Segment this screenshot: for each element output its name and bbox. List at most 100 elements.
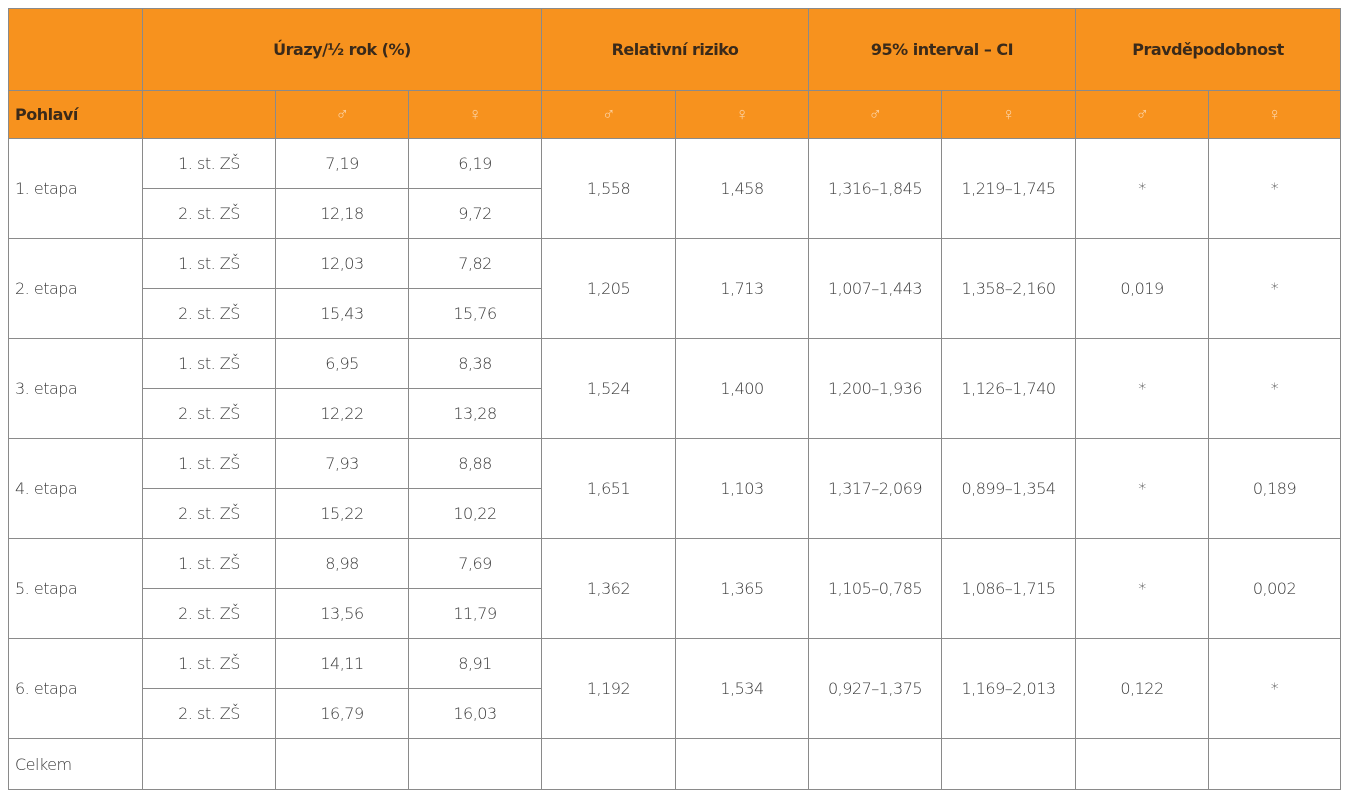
school-level: 2. st. ZŠ (142, 688, 276, 739)
confidence-interval: 1,219–1,745 (941, 138, 1076, 239)
school-level: 2. st. ZŠ (142, 188, 276, 239)
empty-cell (1207, 738, 1342, 790)
injury-rate: 8,88 (408, 438, 542, 489)
stage-label: 5. etapa (8, 538, 143, 639)
confidence-interval: 1,007–1,443 (808, 238, 942, 339)
injury-rate: 14,11 (275, 638, 409, 689)
probability: * (1207, 638, 1342, 739)
relative-risk: 1,192 (541, 638, 676, 739)
injury-rate: 15,43 (275, 288, 409, 339)
sex-header: ♂ (275, 90, 409, 139)
injury-rate: 11,79 (408, 588, 542, 639)
confidence-interval: 0,899–1,354 (941, 438, 1076, 539)
group-header: Úrazy/½ rok (%) (142, 8, 542, 91)
probability: * (1075, 338, 1209, 439)
probability: 0,002 (1207, 538, 1342, 639)
relative-risk: 1,458 (675, 138, 809, 239)
injury-rate: 7,82 (408, 238, 542, 289)
relative-risk: 1,362 (541, 538, 676, 639)
table-row: Úrazy/½ rok (%) Relativní riziko 95% inter… (8, 8, 1342, 91)
relative-risk: 1,558 (541, 138, 676, 239)
injury-rate: 12,18 (275, 188, 409, 239)
probability: * (1207, 338, 1342, 439)
school-level: 2. st. ZŠ (142, 588, 276, 639)
stage-label: 4. etapa (8, 438, 143, 539)
confidence-interval: 1,086–1,715 (941, 538, 1076, 639)
school-level: 2. st. ZŠ (142, 388, 276, 439)
injury-rate: 13,28 (408, 388, 542, 439)
stage-label: 2. etapa (8, 238, 143, 339)
probability: 0,019 (1075, 238, 1209, 339)
stage-label: 6. etapa (8, 638, 143, 739)
injury-rate: 6,95 (275, 338, 409, 389)
group-header: 95% interval – CI (808, 8, 1076, 91)
table-row: Pohlaví ♂ ♀ ♂ ♀ ♂ ♀ ♂ ♀ (8, 90, 1342, 139)
empty-cell (275, 738, 409, 790)
table-row: 2. st. ZŠ 13,56 11,79 (9, 588, 1341, 639)
relative-risk: 1,524 (541, 338, 676, 439)
injury-rate: 13,56 (275, 588, 409, 639)
table-row: 3. etapa 1. st. ZŠ 6,95 8,38 1,524 1,400 1,200… (8, 338, 1342, 439)
injury-rate: 15,76 (408, 288, 542, 339)
sex-header: ♀ (675, 90, 809, 139)
empty-cell (142, 738, 276, 790)
injury-rate: 7,69 (408, 538, 542, 589)
school-level: 2. st. ZŠ (142, 288, 276, 339)
injury-rate: 8,98 (275, 538, 409, 589)
injury-rate: 7,93 (275, 438, 409, 489)
relative-risk: 1,651 (541, 438, 676, 539)
relative-risk: 1,534 (675, 638, 809, 739)
confidence-interval: 1,316–1,845 (808, 138, 942, 239)
sex-header: ♂ (541, 90, 676, 139)
empty-cell (808, 738, 942, 790)
table-row: 2. st. ZŠ 12,18 9,72 (9, 188, 1341, 239)
table-row: 2. st. ZŠ 16,79 16,03 (9, 688, 1341, 739)
relative-risk: 1,365 (675, 538, 809, 639)
table-row: 1. etapa 1. st. ZŠ 7,19 6,19 1,558 1,458 1,316… (8, 138, 1342, 239)
table-row: Celkem (8, 738, 1342, 790)
table-row: 6. etapa 1. st. ZŠ 14,11 8,91 1,192 1,534 0,92… (8, 638, 1342, 739)
injury-rate: 10,22 (408, 488, 542, 539)
stage-label: 1. etapa (8, 138, 143, 239)
table-row: 2. st. ZŠ 15,22 10,22 (9, 488, 1341, 539)
school-level: 1. st. ZŠ (142, 438, 276, 489)
injury-rate: 16,79 (275, 688, 409, 739)
empty-cell (541, 738, 676, 790)
empty-cell (408, 738, 542, 790)
injury-rate: 7,19 (275, 138, 409, 189)
table-row: 4. etapa 1. st. ZŠ 7,93 8,88 1,651 1,103 1,317… (8, 438, 1342, 539)
confidence-interval: 1,317–2,069 (808, 438, 942, 539)
sex-header: ♂ (1075, 90, 1209, 139)
row-label-header: Pohlaví (8, 90, 143, 139)
relative-risk: 1,103 (675, 438, 809, 539)
injury-rate: 6,19 (408, 138, 542, 189)
school-level: 1. st. ZŠ (142, 538, 276, 589)
group-header: Relativní riziko (541, 8, 809, 91)
table-row: 2. etapa 1. st. ZŠ 12,03 7,82 1,205 1,713 1,00… (8, 238, 1342, 339)
sex-header: ♀ (1207, 90, 1342, 139)
confidence-interval: 1,169–2,013 (941, 638, 1076, 739)
probability: * (1075, 138, 1209, 239)
school-level: 1. st. ZŠ (142, 138, 276, 189)
relative-risk: 1,205 (541, 238, 676, 339)
injury-rate: 15,22 (275, 488, 409, 539)
total-label: Celkem (8, 738, 143, 790)
table-row: 2. st. ZŠ 15,43 15,76 (9, 288, 1341, 339)
relative-risk: 1,713 (675, 238, 809, 339)
header-empty (142, 90, 276, 139)
empty-cell (941, 738, 1076, 790)
school-level: 1. st. ZŠ (142, 238, 276, 289)
sex-header: ♂ (808, 90, 942, 139)
relative-risk: 1,400 (675, 338, 809, 439)
school-level: 1. st. ZŠ (142, 338, 276, 389)
injury-rate: 12,03 (275, 238, 409, 289)
probability: * (1207, 138, 1342, 239)
sex-header: ♀ (408, 90, 542, 139)
probability: 0,189 (1207, 438, 1342, 539)
school-level: 2. st. ZŠ (142, 488, 276, 539)
empty-cell (1075, 738, 1209, 790)
header-empty (8, 8, 143, 91)
injury-rate: 8,91 (408, 638, 542, 689)
empty-cell (675, 738, 809, 790)
